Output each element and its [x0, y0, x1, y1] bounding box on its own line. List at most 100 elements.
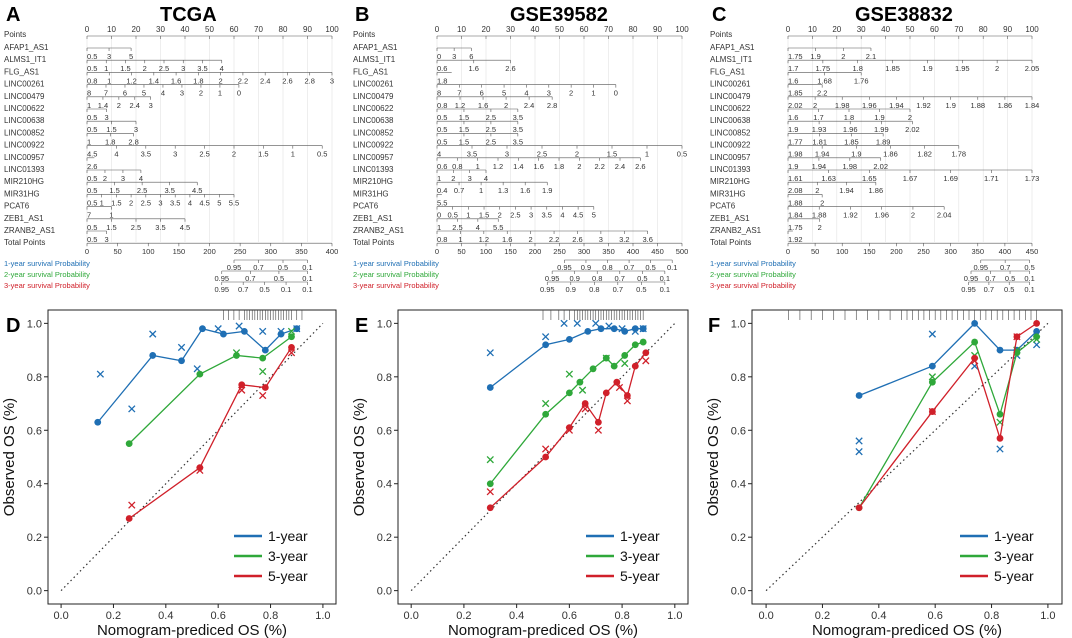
total-points-tick-label: 200 [529, 247, 542, 256]
y-axis-label: Observed OS (%) [1, 398, 18, 516]
variable-tick-label: 1.8 [844, 113, 854, 122]
survival-probability-tick-label: 0.95 [214, 274, 229, 283]
total-points-tick-label: 250 [234, 247, 247, 256]
variable-tick-label: 1.92 [916, 101, 931, 110]
bias-corrected-marker-1-year [605, 322, 613, 330]
bias-corrected-marker-1-year [928, 330, 937, 338]
bias-corrected-marker-3-year [259, 367, 267, 376]
points-tick-label: 0 [85, 25, 90, 34]
variable-tick-label: 2.8 [547, 101, 557, 110]
variable-tick-label: 1.86 [998, 101, 1013, 110]
variable-tick-label: 2 [995, 64, 999, 73]
points-label: Points [353, 30, 375, 39]
variable-tick-label: 3.5 [513, 113, 523, 122]
total-points-tick-label: 200 [890, 247, 903, 256]
survival-probability-label: 2-year survival Probability [710, 270, 796, 279]
survival-probability-tick-label: 0.8 [589, 285, 599, 294]
variable-tick-label: 1.2 [455, 101, 465, 110]
total-points-tick-label: 400 [326, 247, 339, 256]
variable-tick-label: 0.5 [677, 150, 687, 159]
variable-tick-label: 4 [484, 174, 488, 183]
variable-label: LINC00479 [353, 92, 394, 101]
variable-tick-label: 3.5 [164, 186, 174, 195]
points-tick-label: 10 [457, 25, 466, 34]
points-tick-label: 20 [832, 25, 841, 34]
survival-probability-tick-label: 0.5 [637, 274, 647, 283]
variable-label: MIR210HG [353, 177, 393, 186]
survival-probability-tick-label: 0.1 [1024, 274, 1034, 283]
variable-label: LINC00622 [710, 104, 751, 113]
x-tick-label: 0.2 [106, 610, 121, 622]
bias-corrected-marker-1-year [128, 405, 136, 413]
survival-probability-tick-label: 0.9 [581, 263, 591, 272]
bias-corrected-marker-1-year [214, 325, 222, 333]
survival-probability-tick-label: 0.5 [645, 263, 655, 272]
variable-tick-label: 1.8 [437, 76, 447, 85]
variable-tick-label: 1.75 [788, 223, 803, 232]
data-point-5-year [288, 344, 295, 351]
variable-tick-label: 4.5 [199, 198, 209, 207]
variable-tick-label: 0.8 [437, 235, 447, 244]
x-tick-label: 0.0 [53, 610, 68, 622]
y-axis-label: Observed OS (%) [705, 398, 722, 516]
variable-tick-label: 2.4 [615, 162, 625, 171]
survival-probability-tick-label: 0.95 [973, 263, 988, 272]
x-tick-label: 0.6 [211, 610, 226, 622]
variable-label: LINC00479 [710, 92, 751, 101]
y-tick-label: 0.6 [27, 425, 42, 437]
variable-tick-label: 8 [437, 89, 441, 98]
series-line-5-year [489, 352, 647, 509]
variable-label: LINC00852 [4, 128, 45, 137]
y-tick-label: 0.8 [377, 372, 392, 384]
x-tick-label: 0.4 [158, 610, 173, 622]
bias-corrected-marker-1-year [149, 330, 157, 338]
variable-tick-label: 1.81 [812, 137, 827, 146]
variable-tick-label: 0.5 [317, 150, 327, 159]
data-point-1-year [565, 336, 573, 343]
variable-tick-label: 2.5 [199, 150, 209, 159]
variable-tick-label: 2.5 [131, 223, 141, 232]
variable-tick-label: 5 [217, 198, 221, 207]
variable-tick-label: 3 [158, 198, 162, 207]
data-point-5-year [996, 434, 1004, 442]
variable-label: LINC00957 [353, 153, 394, 162]
variable-tick-label: 1 [218, 89, 222, 98]
data-point-3-year [971, 338, 979, 346]
variable-label: LINC00622 [4, 104, 45, 113]
data-point-5-year [613, 378, 621, 386]
bias-corrected-marker-1-year [293, 325, 301, 333]
points-tick-label: 50 [555, 25, 564, 34]
total-points-tick-label: 350 [972, 247, 985, 256]
variable-tick-label: 1.9 [922, 64, 932, 73]
variable-tick-label: 1.5 [120, 64, 130, 73]
survival-probability-tick-label: 0.5 [274, 274, 284, 283]
bias-corrected-marker-5-year [970, 357, 979, 365]
variable-tick-label: 2.8 [128, 137, 138, 146]
points-tick-label: 20 [132, 25, 141, 34]
data-point-3-year [621, 352, 629, 359]
variable-label: ALMS1_IT1 [4, 55, 47, 64]
variable-tick-label: 0.4 [437, 186, 447, 195]
variable-tick-label: 1.69 [943, 174, 958, 183]
bias-corrected-marker-1-year [996, 445, 1004, 453]
points-tick-label: 100 [1025, 25, 1039, 34]
bias-corrected-marker-5-year [128, 501, 136, 509]
variable-tick-label: 3 [134, 125, 138, 134]
panel-label: D [6, 315, 20, 337]
variable-tick-label: 2.02 [905, 125, 920, 134]
total-points-tick-label: 150 [504, 247, 517, 256]
data-point-3-year [565, 389, 573, 397]
variable-tick-label: 4 [437, 150, 441, 159]
points-tick-label: 30 [156, 25, 165, 34]
variable-tick-label: 2.02 [873, 162, 888, 171]
y-tick-label: 0.8 [27, 372, 42, 384]
points-tick-label: 70 [254, 25, 263, 34]
variable-tick-label: 1 [466, 211, 470, 220]
data-point-3-year [125, 440, 133, 448]
data-point-1-year [542, 341, 550, 349]
variable-tick-label: 1.9 [542, 186, 552, 195]
data-point-1-year [855, 392, 863, 399]
variable-label: ZRANB2_AS1 [710, 226, 762, 235]
variable-tick-label: 1.2 [493, 162, 503, 171]
